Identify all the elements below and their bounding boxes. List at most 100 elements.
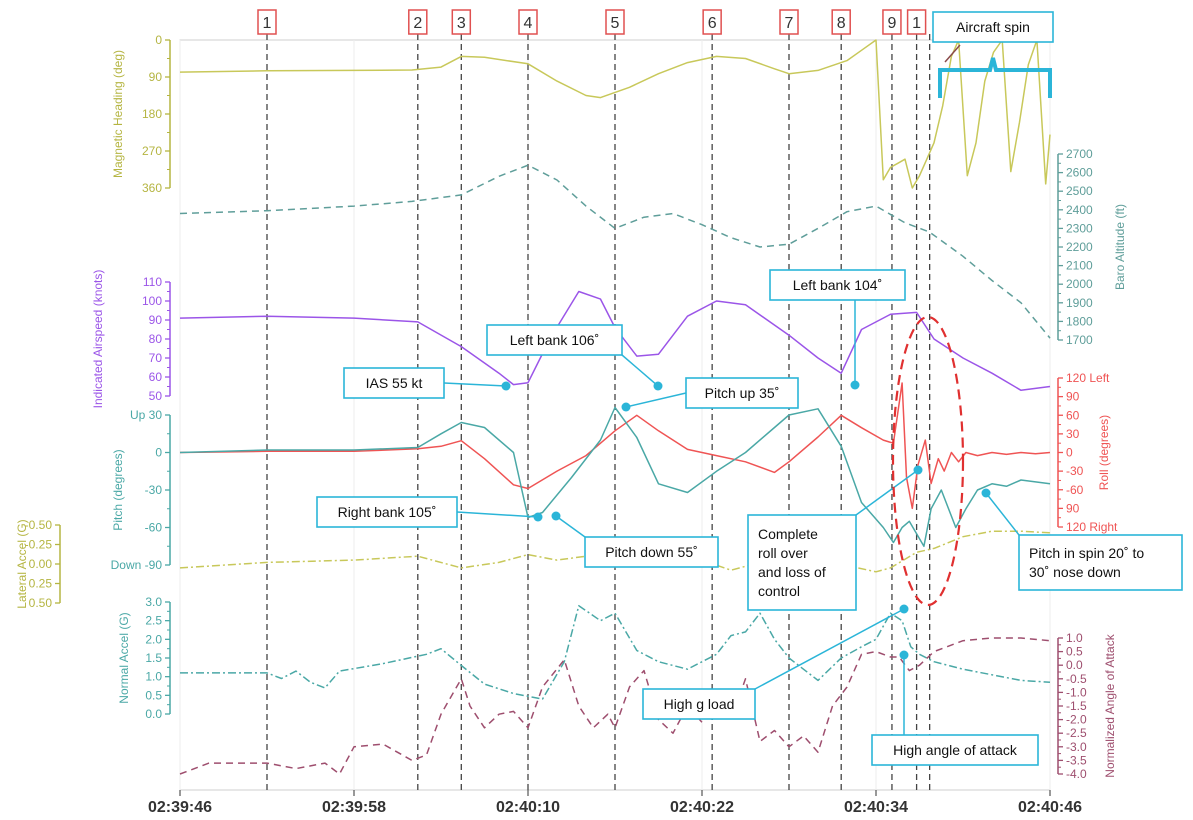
pitch-axis-title: Pitch (degrees) bbox=[111, 449, 125, 530]
aoa-tick-label: 0.5 bbox=[1066, 645, 1083, 659]
altitude-tick-label: 1900 bbox=[1066, 296, 1093, 310]
altitude-tick-label: 2700 bbox=[1066, 147, 1093, 161]
series-magnetic-heading bbox=[179, 39, 1051, 189]
x-tick-label: 02:40:10 bbox=[496, 799, 560, 816]
callout-point bbox=[533, 512, 543, 522]
normal-tick-label: 2.0 bbox=[145, 632, 162, 646]
event-marker-lines bbox=[266, 34, 931, 790]
event-marker-box bbox=[702, 9, 722, 35]
annotation-layer: Aircraft spin Left bank 104˚ Left bank 106… bbox=[316, 11, 1183, 766]
airspeed-axis: 110 100 90 80 70 60 50 Indicated Airspeed (knot… bbox=[91, 270, 171, 409]
aoa-tick-label: -2.5 bbox=[1066, 726, 1087, 740]
callout-connector bbox=[555, 515, 586, 538]
altitude-tick-label: 2100 bbox=[1066, 259, 1093, 273]
normal-tick-label: 0.0 bbox=[145, 707, 162, 721]
heading-tick-label: 0 bbox=[155, 33, 162, 47]
series-pitch bbox=[179, 406, 1051, 548]
airspeed-tick-label: 80 bbox=[149, 332, 163, 346]
callout-connector bbox=[855, 469, 919, 516]
callout-text: Pitch down 55˚ bbox=[605, 544, 698, 560]
airspeed-tick-label: 110 bbox=[143, 275, 162, 289]
callout-2: Left bank 104˚ bbox=[769, 269, 906, 390]
callout-9: Pitch in spin 20˚ to 30˚ nose down bbox=[981, 488, 1183, 591]
roll-tick-label: 30 bbox=[1066, 427, 1080, 441]
axes-layer: 0 90 180 270 360 Magnetic Heading (deg) 2700 26… bbox=[15, 33, 1127, 781]
altitude-tick-label: 1700 bbox=[1066, 333, 1093, 347]
normal-tick-label: 2.5 bbox=[145, 614, 162, 628]
pitch-tick-label: Up 30 bbox=[130, 408, 162, 422]
lateral-tick-label: 0.25 bbox=[29, 577, 53, 591]
roll-tick-label: 0 bbox=[1066, 446, 1073, 460]
heading-tick-label: 270 bbox=[142, 144, 162, 158]
roll-tick-label: 90 bbox=[1066, 501, 1080, 515]
normal-tick-label: 1.0 bbox=[145, 670, 162, 684]
callout-point bbox=[621, 402, 631, 412]
callout-box bbox=[932, 11, 1054, 43]
callout-text: Left bank 106˚ bbox=[510, 332, 600, 348]
callout-box bbox=[486, 324, 623, 356]
callout-point bbox=[981, 488, 991, 498]
callout-4: IAS 55 kt bbox=[343, 367, 511, 399]
series-indicated-airspeed bbox=[179, 290, 1051, 392]
airspeed-tick-label: 60 bbox=[149, 370, 163, 384]
lateral-tick-label: 0.00 bbox=[29, 557, 53, 571]
callout-point bbox=[501, 381, 511, 391]
roll-tick-label: 60 bbox=[1066, 408, 1080, 422]
spin-bracket-shape bbox=[938, 57, 1052, 98]
heading-tick-label: 180 bbox=[142, 107, 162, 121]
heading-axis: 0 90 180 270 360 Magnetic Heading (deg) bbox=[111, 33, 171, 195]
series-lateral-accel bbox=[179, 530, 1051, 573]
aoa-tick-label: -0.5 bbox=[1066, 672, 1087, 686]
normal-axis: 3.0 2.5 2.0 1.5 1.0 0.5 0.0 Normal Accel (G) bbox=[117, 595, 171, 721]
event-marker-label: 8 bbox=[837, 15, 846, 32]
callout-text: High angle of attack bbox=[893, 742, 1018, 758]
aoa-tick-label: -1.0 bbox=[1066, 685, 1087, 699]
aoa-tick-label: -4.0 bbox=[1066, 767, 1087, 781]
callout-text: Pitch up 35˚ bbox=[705, 385, 780, 401]
event-marker-box bbox=[257, 9, 277, 35]
x-tick-label: 02:39:58 bbox=[322, 799, 386, 816]
airspeed-tick-label: 100 bbox=[142, 294, 162, 308]
event-marker-box bbox=[408, 9, 428, 35]
callout-point bbox=[899, 604, 909, 614]
event-marker-label: 6 bbox=[708, 15, 717, 32]
callout-connector bbox=[754, 608, 905, 690]
spin-arrow bbox=[944, 44, 961, 63]
lateral-tick-label: 0.50 bbox=[29, 596, 53, 610]
pitch-tick-label: -60 bbox=[145, 521, 163, 535]
callout-box bbox=[584, 536, 719, 568]
pitch-axis: Up 30 0 -30 -60 Down -90 Pitch (degrees) bbox=[111, 408, 171, 572]
event-marker-label: 9 bbox=[887, 15, 896, 32]
event-marker-label: 4 bbox=[524, 15, 533, 32]
callout-connector bbox=[621, 354, 659, 387]
normal-axis-title: Normal Accel (G) bbox=[117, 612, 131, 703]
roll-tick-label: 90 bbox=[1066, 390, 1080, 404]
event-marker-box bbox=[779, 9, 799, 35]
altitude-tick-label: 2400 bbox=[1066, 203, 1093, 217]
altitude-tick-label: 1800 bbox=[1066, 314, 1093, 328]
callout-box bbox=[769, 269, 906, 301]
aoa-tick-label: -1.5 bbox=[1066, 699, 1087, 713]
callout-box bbox=[747, 514, 857, 611]
lateral-tick-label: -0.25 bbox=[25, 538, 53, 552]
airspeed-axis-title: Indicated Airspeed (knots) bbox=[91, 270, 105, 409]
spin-bracket bbox=[938, 44, 1052, 98]
event-marker-label: 5 bbox=[611, 15, 620, 32]
event-marker-label: 3 bbox=[457, 15, 466, 32]
callout-10: High g load bbox=[642, 604, 909, 720]
aoa-tick-label: 1.0 bbox=[1066, 631, 1083, 645]
series-normal-accel bbox=[180, 604, 1051, 700]
altitude-tick-label: 2500 bbox=[1066, 184, 1093, 198]
callout-text: Aircraft spin bbox=[956, 19, 1030, 35]
airspeed-tick-label: 90 bbox=[149, 313, 163, 327]
callout-text: Right bank 105˚ bbox=[338, 504, 437, 520]
event-marker-box bbox=[451, 9, 472, 35]
aoa-tick-label: -3.0 bbox=[1066, 740, 1087, 754]
lateral-axis-title: Lateral Accel (G) bbox=[15, 519, 29, 608]
pitch-tick-label: Down -90 bbox=[111, 558, 163, 572]
x-tick-label: 02:40:22 bbox=[670, 799, 734, 816]
callout-connector bbox=[625, 392, 687, 408]
callout-text: Complete roll over and loss of control bbox=[758, 526, 826, 599]
heading-axis-title: Magnetic Heading (deg) bbox=[111, 50, 125, 178]
